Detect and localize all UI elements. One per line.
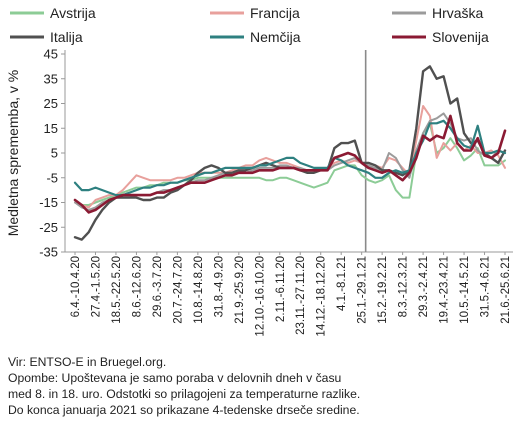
note-line-3: Do konca januarja 2021 so prikazane 4-te… (8, 403, 360, 417)
note-line-2: med 8. in 18. uro. Odstotki so prilagoje… (8, 387, 361, 401)
legend-label: Nemčija (250, 29, 301, 45)
x-tick-label: 10.8.-14.8.20 (193, 256, 205, 324)
source-note: Vir: ENTSO-E in Bruegel.org. (8, 355, 167, 369)
legend-label: Francija (250, 5, 300, 21)
x-tick-label: 10.5.-14.5.21 (459, 256, 471, 324)
x-tick-label: 31.5.-4.6.21 (480, 256, 492, 317)
x-tick-label: 4.1.-8.1.21 (336, 256, 348, 311)
note-line-1: Opombe: Upoštevana je samo poraba v delo… (8, 371, 342, 385)
x-tick-label: 2.11.-6.11.20 (275, 256, 287, 322)
x-tick-label: 27.4.-1.5.20 (90, 256, 102, 317)
series-line-slovenija (73, 114, 507, 214)
y-tick-label: 45 (44, 47, 58, 62)
legend-label: Italija (50, 29, 83, 45)
x-tick-label: 29.6.-3.7.20 (152, 256, 164, 317)
x-tick-label: 21.6.-25.6.21 (500, 256, 512, 324)
x-tick-label: 21.9.-25.9.20 (234, 256, 246, 324)
x-tick-label: 29.3.-2.4.21 (418, 256, 430, 317)
y-axis-label: Medletna sprememba, v % (5, 70, 21, 237)
x-tick-label: 25.1.-29.1.21 (357, 256, 369, 324)
x-tick-label: 15.2.-19.2.21 (377, 256, 389, 324)
series-line-italija (73, 65, 507, 241)
x-tick-label: 18.5.-22.5.20 (111, 256, 123, 324)
chart: Medletna sprememba, v % -35 -25 -15 -5 5 15 25 3… (5, 5, 513, 337)
y-tick-label: 25 (44, 96, 58, 111)
x-tick-label: 8.3.-12.3.21 (398, 256, 410, 317)
x-tick-label: 8.6.-12.6.20 (131, 256, 143, 317)
y-tick-label: 15 (44, 121, 58, 136)
y-tick-label: -15 (39, 195, 58, 210)
chart-notes: Vir: ENTSO-E in Bruegel.org. Opombe: Upo… (8, 354, 513, 418)
x-tick-label: 14.12.-18.12.20 (316, 256, 328, 337)
x-tick-label: 31.8.-4.9.20 (213, 256, 225, 317)
y-tick-label: -5 (46, 170, 58, 185)
series-line-nemčija (73, 119, 507, 197)
legend-label: Hrvaška (432, 5, 484, 21)
x-tick-label: 20.7.-24.7.20 (172, 256, 184, 324)
y-tick-label: -25 (39, 220, 58, 235)
chart-svg: Medletna sprememba, v % -35 -25 -15 -5 5 15 25 3… (5, 5, 513, 337)
y-tick-label: 35 (44, 71, 58, 86)
legend-label: Slovenija (432, 29, 489, 45)
x-tick-label: 23.11.-27.11.20 (295, 256, 307, 335)
y-tick-label: 5 (51, 146, 58, 161)
x-tick-label: 6.4.-10.4.20 (70, 256, 82, 317)
y-tick-label: -35 (39, 245, 58, 260)
x-tick-label: 12.10.-16.10.20 (254, 256, 266, 337)
legend-label: Avstrija (50, 5, 96, 21)
x-tick-label: 19.4.-23.4.21 (439, 256, 451, 324)
